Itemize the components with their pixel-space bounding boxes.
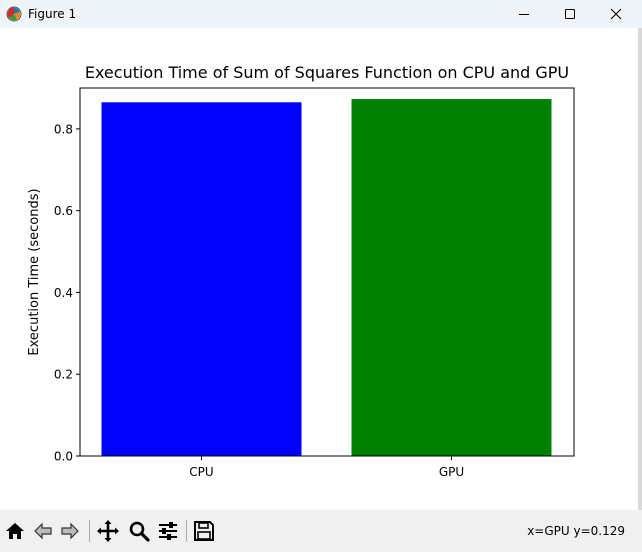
close-button[interactable] <box>593 0 639 28</box>
y-axis-label: Execution Time (seconds) <box>27 188 42 355</box>
axes-frame <box>79 87 575 457</box>
y-tick-label: 0.0 <box>54 450 73 464</box>
save-button[interactable] <box>192 519 216 543</box>
chart-title: Execution Time of Sum of Squares Functio… <box>85 63 569 82</box>
x-tick-label-cpu: CPU <box>189 465 213 479</box>
minimize-icon <box>519 14 529 15</box>
back-button[interactable] <box>31 519 55 543</box>
zoom-icon <box>129 521 150 542</box>
x-ticks-layer: CPU GPU <box>189 456 464 479</box>
y-ticks-layer: 0.0 0.2 0.4 0.6 0.8 <box>54 122 80 464</box>
bar-cpu <box>101 102 302 457</box>
toolbar-separator <box>89 520 90 542</box>
maximize-button[interactable] <box>547 0 593 28</box>
matplotlib-app-icon <box>6 6 22 22</box>
close-icon <box>610 8 622 20</box>
coordinate-readout: x=GPU y=0.129 <box>527 524 625 538</box>
title-bar: Figure 1 <box>0 0 642 28</box>
configure-subplots-icon <box>159 522 177 540</box>
bar-gpu <box>351 99 552 456</box>
y-tick-label: 0.8 <box>54 122 73 136</box>
window-title: Figure 1 <box>28 7 77 21</box>
bars-layer <box>101 99 552 457</box>
y-tick-label: 0.4 <box>54 286 73 300</box>
forward-arrow-icon <box>61 522 79 540</box>
bar-chart: Execution Time of Sum of Squares Functio… <box>27 63 575 479</box>
pan-icon <box>97 520 119 542</box>
zoom-button[interactable] <box>127 519 151 543</box>
window-edge <box>638 28 642 510</box>
maximize-icon <box>565 9 575 19</box>
toolbar-separator <box>186 520 187 542</box>
home-icon <box>6 523 24 539</box>
x-tick-label-gpu: GPU <box>439 465 464 479</box>
navigation-toolbar: x=GPU y=0.129 <box>0 510 642 552</box>
y-tick-label: 0.6 <box>54 204 73 218</box>
configure-subplots-button[interactable] <box>156 519 180 543</box>
minimize-button[interactable] <box>501 0 547 28</box>
home-button[interactable] <box>3 519 27 543</box>
y-tick-label: 0.2 <box>54 368 73 382</box>
save-icon <box>194 521 214 541</box>
back-arrow-icon <box>34 522 52 540</box>
figure-canvas[interactable]: Execution Time of Sum of Squares Functio… <box>0 28 642 510</box>
pan-button[interactable] <box>96 519 120 543</box>
forward-button[interactable] <box>58 519 82 543</box>
